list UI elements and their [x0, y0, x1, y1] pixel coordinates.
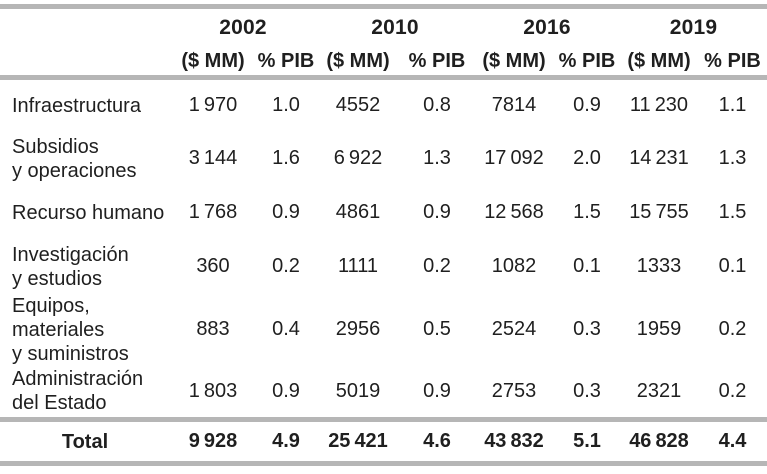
cell-value: 0.9: [423, 379, 451, 402]
cell-value: 1.6: [272, 147, 300, 169]
cell-value: 0.2: [718, 318, 747, 340]
cell-value: 2.0: [573, 147, 601, 169]
cell-value: 1.0: [272, 94, 300, 117]
cell-value: 0.2: [272, 255, 300, 277]
table-row: Subsidios y operaciones 3 144 1.6 6 922 …: [0, 132, 767, 186]
year-header-2002: 2002: [219, 16, 267, 40]
cell-value: 1 768: [188, 201, 238, 223]
total-value: 4.6: [423, 430, 451, 452]
row-label: Investigación y estudios: [12, 243, 129, 290]
cell-value: 0.2: [718, 379, 747, 402]
cell-value: 0.1: [718, 255, 747, 277]
row-label: Administración del Estado: [12, 368, 144, 415]
total-label: Total: [61, 430, 109, 453]
subheader-spacer: [0, 48, 170, 78]
cell-value: 360: [196, 255, 230, 277]
cell-value: 0.8: [423, 94, 451, 117]
total-value: 4.9: [272, 430, 300, 452]
cell-value: 1 970: [188, 94, 238, 117]
cell-value: 1.3: [423, 147, 451, 169]
cell-value: 4861: [335, 201, 381, 223]
table-footer: Total 9 928 4.9 25 421 4.6 43 832 5.1 46…: [0, 419, 767, 464]
cell-value: 1.1: [718, 94, 747, 117]
subheader-row: ($ MM) % PIB ($ MM) % PIB ($ MM) % PIB (…: [0, 48, 767, 78]
year-header-2019: 2019: [669, 16, 718, 40]
table-header: 2002 2010 2016 2019 ($ MM) % PIB ($ MM) …: [0, 7, 767, 78]
total-value: 9 928: [188, 430, 238, 452]
cell-value: 2956: [335, 318, 381, 340]
table-row: Infraestructura 1 970 1.0 4552 0.8 7814 …: [0, 78, 767, 132]
cell-value: 0.9: [272, 201, 300, 223]
cell-value: 1082: [491, 255, 537, 277]
cell-value: 2524: [491, 318, 537, 340]
row-label: Subsidios y operaciones: [12, 135, 137, 182]
total-value: 4.4: [718, 430, 747, 452]
table-row: Equipos, materiales y suministros 883 0.…: [0, 294, 767, 366]
cell-value: 1333: [636, 255, 682, 277]
year-header-row: 2002 2010 2016 2019: [0, 7, 767, 48]
total-row: Total 9 928 4.9 25 421 4.6 43 832 5.1 46…: [0, 419, 767, 464]
cell-value: 17 092: [484, 147, 544, 169]
total-value: 5.1: [573, 430, 601, 452]
subheader-mm: ($ MM): [482, 49, 546, 72]
cell-value: 1.5: [573, 201, 601, 223]
table-body: Infraestructura 1 970 1.0 4552 0.8 7814 …: [0, 78, 767, 420]
cell-value: 3 144: [188, 147, 238, 169]
cell-value: 0.1: [573, 255, 601, 277]
cell-value: 2753: [491, 379, 537, 402]
cell-value: 11 230: [629, 94, 689, 117]
total-value: 25 421: [328, 430, 388, 452]
cell-value: 1.3: [718, 147, 747, 169]
row-label: Equipos, materiales y suministros: [12, 294, 129, 365]
cell-value: 4552: [335, 94, 381, 117]
year-header-2010: 2010: [371, 16, 419, 40]
spending-table: 2002 2010 2016 2019 ($ MM) % PIB ($ MM) …: [0, 4, 767, 466]
cell-value: 12 568: [484, 201, 544, 223]
cell-value: 14 231: [629, 147, 689, 169]
total-value: 46 828: [629, 430, 689, 452]
table-row: Recurso humano 1 768 0.9 4861 0.9 12 568…: [0, 186, 767, 240]
subheader-pib: % PIB: [558, 49, 616, 72]
total-value: 43 832: [484, 430, 544, 452]
year-header-2016: 2016: [523, 16, 571, 40]
cell-value: 6 922: [333, 147, 383, 169]
cell-value: 15 755: [629, 201, 689, 223]
subheader-mm: ($ MM): [181, 49, 245, 72]
subheader-pib: % PIB: [408, 49, 466, 72]
subheader-mm: ($ MM): [627, 49, 691, 72]
cell-value: 0.3: [573, 318, 601, 340]
cell-value: 0.2: [423, 255, 451, 277]
cell-value: 0.3: [573, 379, 601, 402]
cell-value: 1.5: [718, 201, 747, 223]
cell-value: 0.9: [423, 201, 451, 223]
cell-value: 1 803: [188, 379, 238, 402]
header-spacer: [0, 7, 170, 48]
table-row: Administración del Estado 1 803 0.9 5019…: [0, 366, 767, 420]
subheader-pib: % PIB: [257, 49, 315, 72]
cell-value: 883: [196, 318, 230, 340]
cell-value: 0.9: [573, 94, 601, 117]
row-label: Infraestructura: [12, 94, 141, 117]
cell-value: 1959: [636, 318, 682, 340]
cell-value: 0.9: [272, 379, 300, 402]
row-label: Recurso humano: [12, 201, 165, 224]
cell-value: 1111: [337, 255, 379, 277]
subheader-mm: ($ MM): [326, 49, 390, 72]
cell-value: 0.5: [423, 318, 451, 340]
cell-value: 0.4: [272, 318, 300, 340]
cell-value: 7814: [491, 94, 537, 117]
cell-value: 5019: [335, 379, 381, 402]
table-row: Investigación y estudios 360 0.2 1111 0.…: [0, 240, 767, 294]
subheader-pib: % PIB: [704, 49, 761, 72]
cell-value: 2321: [636, 379, 682, 402]
